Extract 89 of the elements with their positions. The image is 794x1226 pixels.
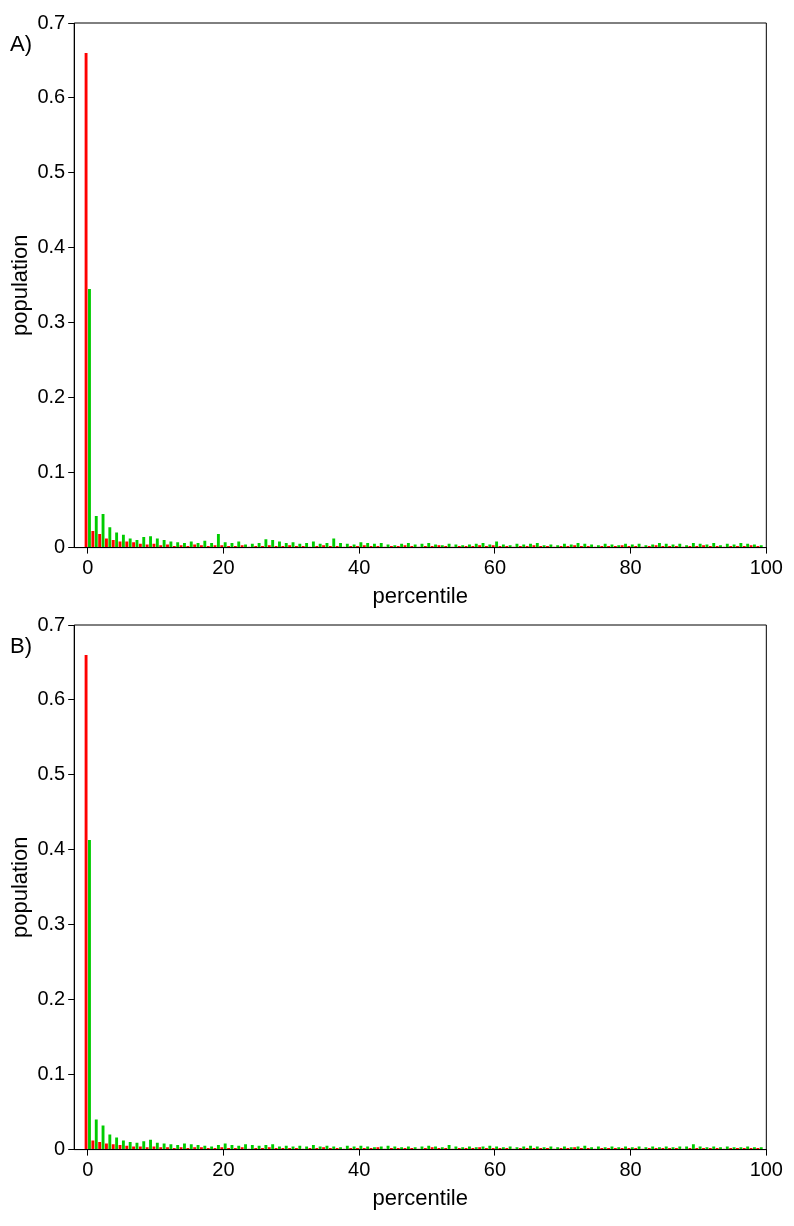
bar [244,1144,247,1150]
bar [115,1137,119,1150]
y-axis-title: population [7,234,33,337]
bar [339,543,342,548]
bar [152,543,156,548]
x-tick-label: 20 [212,556,235,579]
y-tick-label: 0 [54,1137,66,1160]
bar [189,1144,193,1150]
x-tick-label: 80 [619,1158,642,1181]
bar [84,52,88,548]
bar [111,1144,115,1150]
bar [104,538,108,548]
y-tick-label: 0.5 [37,762,66,785]
bar [223,1143,227,1150]
bar [162,540,166,548]
bar [91,1140,95,1150]
bar [111,540,115,548]
x-tick-label: 40 [348,1158,371,1181]
x-axis-title: percentile [372,582,468,608]
bar [373,543,376,548]
x-tick-label: 0 [82,1158,94,1181]
x-axis-title: percentile [372,1184,468,1210]
text: B) [10,633,32,659]
x-tick-label: 20 [212,1158,235,1181]
bar [624,543,627,548]
y-tick-label: 0.4 [37,837,66,860]
bar [529,543,532,548]
bar [88,289,91,548]
bar [149,536,152,548]
bar [155,1142,159,1150]
y-tick-label: 0.1 [37,1062,66,1085]
y-tick-label: 0.5 [37,160,66,183]
x-tick-label: 40 [348,556,371,579]
y-axis-title: population [7,836,33,939]
bar [94,1119,98,1150]
y-tick-label: 0.1 [37,460,66,483]
bar [563,543,566,548]
y-tick-label: 0.3 [37,912,66,935]
y-tick-label: 0.2 [37,987,66,1010]
bar [658,543,661,548]
bar [121,1140,125,1150]
bar [216,534,220,548]
y-tick-label: 0.7 [37,10,66,33]
bar [691,1144,695,1150]
bar [495,541,499,548]
bar [169,1144,173,1150]
text: A) [10,31,32,57]
y-tick-label: 0.3 [37,310,66,333]
bar [84,654,88,1150]
x-tick-label: 60 [483,556,507,579]
bar [278,541,281,548]
bar [121,534,125,548]
bar [183,543,186,548]
bar [237,541,241,548]
bar [108,1134,112,1150]
bar [203,540,207,548]
bar [98,1142,102,1150]
bar [104,1143,108,1150]
bar [115,532,119,548]
bar [183,1143,186,1150]
bar [149,1139,152,1150]
bar [169,541,173,548]
y-tick-label: 0.2 [37,385,66,408]
x-tick-label: 100 [749,1158,783,1181]
bar [142,537,146,548]
bar [162,1143,166,1150]
y-tick-label: 0.4 [37,235,66,258]
bar [264,539,268,548]
bar [529,1145,532,1150]
bar [332,538,336,548]
bar [91,531,95,548]
bar [108,527,112,548]
bar [88,840,91,1150]
bar [142,1141,146,1150]
bar [311,541,315,548]
x-tick-label: 80 [619,556,642,579]
bar [94,516,98,548]
bar [271,1144,275,1150]
bar [271,540,275,548]
x-tick-label: 100 [749,556,783,579]
x-tick-label: 0 [82,556,94,579]
bar [189,541,193,548]
bar [155,538,159,548]
y-tick-label: 0.7 [37,612,66,635]
bar [98,534,102,548]
y-tick-label: 0.6 [37,687,66,710]
x-tick-label: 60 [483,1158,507,1181]
y-tick-label: 0.6 [37,85,66,108]
y-tick-label: 0 [54,535,66,558]
